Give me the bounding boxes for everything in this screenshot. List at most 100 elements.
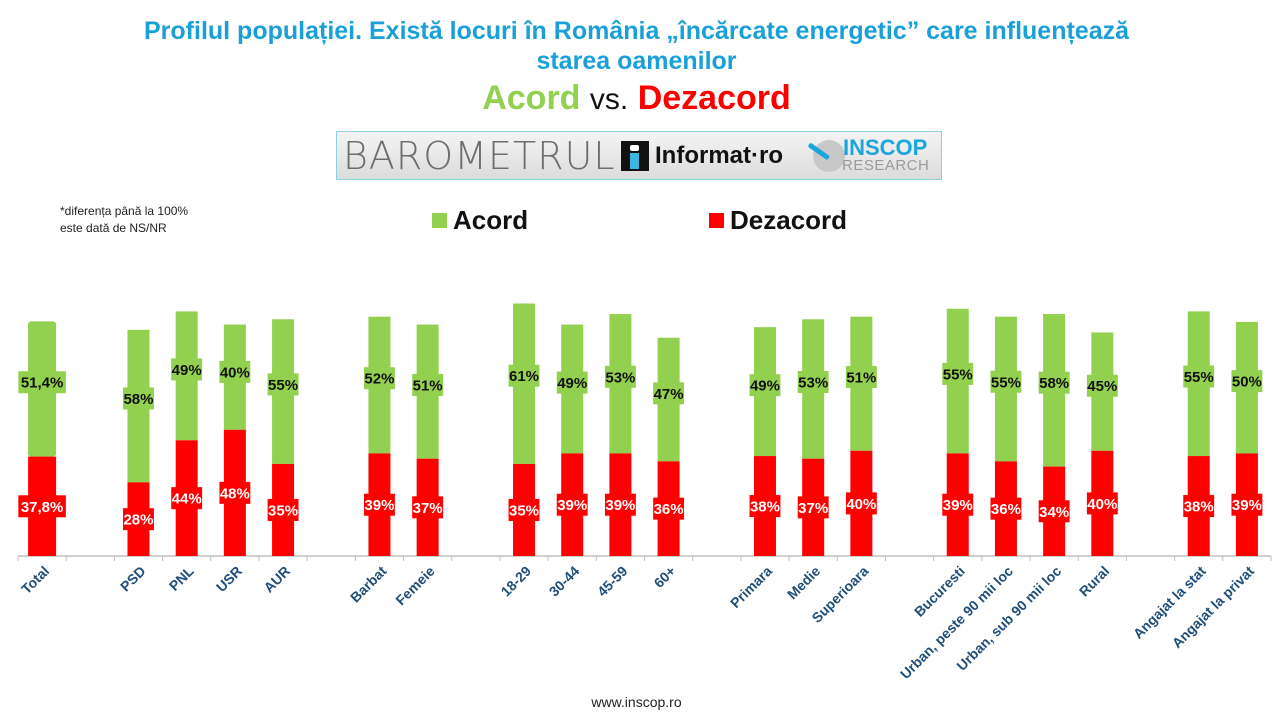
data-label-dezacord-bg	[171, 487, 203, 510]
data-label-dezacord-text: 34%	[1039, 504, 1069, 521]
title-line-2: starea oamenilor	[536, 47, 737, 75]
data-label-acord: 52%	[363, 367, 395, 390]
data-label-acord-bg	[219, 360, 251, 383]
data-label-dezacord-bg	[797, 496, 829, 519]
x-tick-label: Femeie	[392, 563, 438, 609]
data-label-acord: 55%	[267, 373, 299, 396]
barometru-logo-text: BAROMETRUL	[343, 134, 616, 178]
x-tick-label: Rural	[1076, 563, 1113, 600]
data-label-dezacord-bg	[267, 498, 299, 521]
x-tick-label: Total	[18, 563, 52, 597]
data-label-acord-bg	[797, 371, 829, 394]
data-label-dezacord: 37%	[412, 496, 444, 519]
x-tick-label: PSD	[117, 563, 149, 595]
data-label-acord: 45%	[1086, 374, 1118, 397]
legend-dezacord-swatch	[709, 213, 724, 228]
data-label-acord: 55%	[1183, 365, 1215, 388]
data-label-acord-text: 58%	[123, 391, 153, 408]
data-label-dezacord: 36%	[653, 497, 685, 520]
data-label-dezacord-bg	[412, 496, 444, 519]
data-label-dezacord-bg	[942, 493, 974, 516]
data-label-acord-bg	[845, 366, 877, 389]
data-label-dezacord-text: 35%	[268, 502, 298, 519]
data-label-acord-text: 53%	[605, 369, 635, 386]
chart-title: Profilul populației. Există locuri în Ro…	[0, 16, 1273, 76]
data-label-dezacord-bg	[604, 493, 636, 516]
x-tick-label: Medie	[784, 563, 824, 603]
footnote-line-2: este dată de NS/NR	[60, 221, 167, 235]
data-label-acord: 51%	[412, 373, 444, 396]
data-label-acord-text: 49%	[750, 378, 780, 395]
data-label-acord-text: 53%	[798, 375, 828, 392]
data-label-dezacord-bg	[18, 495, 66, 518]
footnote-line-1: *diferența până la 100%	[60, 204, 189, 218]
data-label-acord-bg	[1038, 371, 1070, 394]
data-label-acord-bg	[412, 373, 444, 396]
data-label-dezacord: 44%	[171, 487, 203, 510]
informat-logo-text: Informat·ro	[655, 142, 783, 169]
legend-acord: Acord	[432, 205, 528, 236]
data-label-acord-bg	[990, 370, 1022, 393]
data-label-acord: 58%	[1038, 371, 1070, 394]
data-label-dezacord-text: 36%	[654, 501, 684, 518]
data-label-acord-bg	[18, 371, 66, 394]
data-label-acord-bg	[1183, 365, 1215, 388]
data-label-dezacord-bg	[990, 497, 1022, 520]
footer-url: www.inscop.ro	[591, 694, 682, 710]
data-label-acord-text: 52%	[364, 371, 394, 388]
x-tick-label: Primara	[727, 563, 775, 611]
data-label-dezacord-bg	[845, 492, 877, 515]
sponsor-banner: BAROMETRUL Informat·ro INSCOP RESEARCH	[336, 131, 942, 180]
data-label-dezacord: 39%	[942, 493, 974, 516]
x-tick-label: PNL	[166, 562, 197, 593]
inscop-logo-text: INSCOP	[843, 135, 928, 160]
data-label-acord: 55%	[990, 370, 1022, 393]
data-label-dezacord-text: 39%	[605, 497, 635, 514]
data-label-dezacord: 39%	[363, 493, 395, 516]
title-line-1: Profilul populației. Există locuri în Ro…	[144, 17, 1129, 45]
data-label-acord: 40%	[219, 360, 251, 383]
data-label-dezacord-text: 48%	[220, 485, 250, 502]
data-label-dezacord-text: 36%	[991, 501, 1021, 518]
subtitle-dezacord: Dezacord	[637, 79, 791, 117]
data-label-dezacord-text: 37,8%	[21, 499, 64, 516]
data-label-dezacord: 37%	[797, 496, 829, 519]
informat-logo-icon	[621, 141, 649, 171]
data-label-acord-bg	[1231, 370, 1263, 393]
data-label-dezacord-bg	[556, 493, 588, 516]
data-label-dezacord-bg	[1038, 500, 1070, 523]
data-label-acord-bg	[749, 374, 781, 397]
data-label-dezacord-text: 40%	[846, 496, 876, 513]
data-label-acord-text: 45%	[1087, 378, 1117, 395]
data-label-acord-bg	[604, 365, 636, 388]
data-label-acord-bg	[508, 364, 540, 387]
data-label-dezacord: 36%	[990, 497, 1022, 520]
data-label-dezacord: 35%	[267, 498, 299, 521]
x-tick-label: 60+	[651, 563, 679, 591]
x-tick-label: Angajat la privat	[1169, 563, 1258, 652]
data-label-dezacord: 34%	[1038, 500, 1070, 523]
data-label-acord: 51,4%	[18, 371, 66, 394]
data-label-acord-text: 49%	[172, 362, 202, 379]
data-label-acord: 61%	[508, 364, 540, 387]
data-label-acord: 53%	[797, 371, 829, 394]
x-tick-label: USR	[213, 563, 245, 595]
subtitle-vs: vs.	[589, 83, 629, 116]
data-label-acord-text: 55%	[943, 366, 973, 383]
data-label-dezacord-text: 28%	[123, 512, 153, 529]
subtitle-acord: Acord	[482, 79, 581, 117]
data-label-dezacord-bg	[363, 493, 395, 516]
data-label-acord-text: 40%	[220, 364, 250, 381]
data-label-acord-bg	[171, 358, 203, 381]
legend-acord-label: Acord	[453, 205, 529, 235]
data-label-dezacord-bg	[1086, 492, 1118, 515]
x-tick-label: AUR	[260, 563, 293, 596]
data-label-dezacord: 38%	[1183, 495, 1215, 518]
data-label-acord-text: 55%	[268, 377, 298, 394]
data-label-dezacord: 48%	[219, 481, 251, 504]
data-label-acord: 58%	[123, 387, 154, 410]
footnote: *diferența până la 100% este dată de NS/…	[60, 203, 188, 237]
data-label-dezacord: 40%	[845, 492, 877, 515]
data-label-acord-text: 51%	[846, 370, 876, 387]
